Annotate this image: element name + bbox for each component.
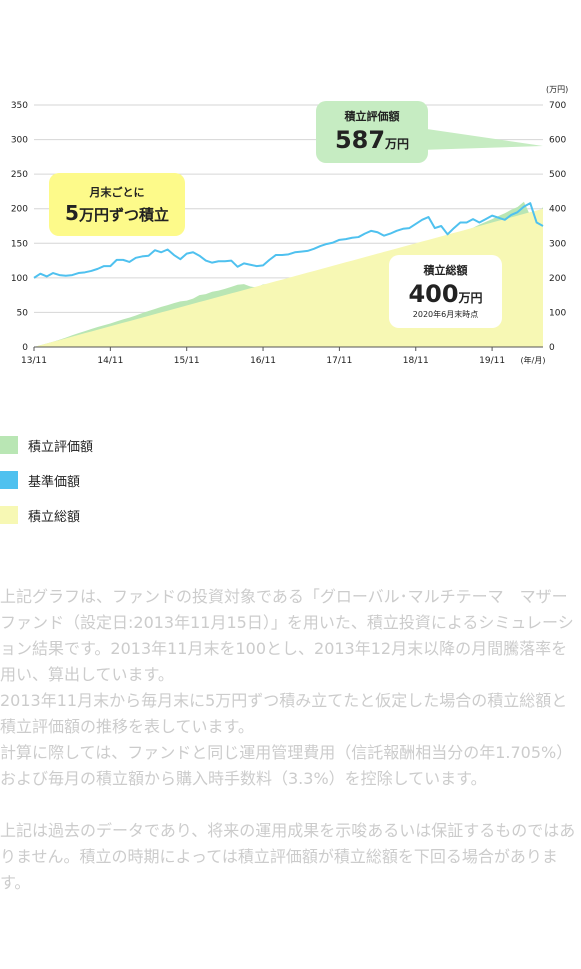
right-axis-tick-label: 400 <box>549 205 566 215</box>
note-disclaimer: 上記は過去のデータであり、将来の運用成果を示唆あるいは保証するものではありません… <box>0 821 576 892</box>
left-axis-tick-label: 250 <box>11 170 28 180</box>
right-axis-tick-label: 600 <box>549 136 566 146</box>
valuation-callout-unit: 万円 <box>385 137 410 151</box>
x-axis-unit-label: (年/月) <box>521 355 546 365</box>
valuation-callout-pointer <box>420 128 543 150</box>
right-axis-tick-label: 100 <box>549 308 566 318</box>
legend-label-total: 積立総額 <box>28 509 81 525</box>
left-axis-tick-label: 200 <box>11 205 28 215</box>
note-assumption: 2013年11月末から毎月末に5万円ずつ積み立てたと仮定した場合の積立総額と積立… <box>0 691 568 736</box>
monthly-contribution-callout: 月末ごとに 5万円ずつ積立 <box>49 173 185 236</box>
x-axis-tick-label: 19/11 <box>479 356 505 366</box>
note-fees: 計算に際しては、ファンドと同じ運用管理費用（信託報酬相当分の年1.705%）およ… <box>0 743 573 788</box>
valuation-callout-label: 積立評価額 <box>344 110 400 123</box>
legend-swatch-total <box>0 506 18 524</box>
legend-item-total: 積立総額 <box>0 506 93 525</box>
left-axis-tick-label: 350 <box>11 101 28 111</box>
x-axis-tick-label: 14/11 <box>97 356 123 366</box>
left-axis-tick-label: 300 <box>11 136 28 146</box>
note-simulation-basis: 上記グラフは、ファンドの投資対象である「グローバル･マルチテーマ マザーファンド… <box>0 587 574 684</box>
chart-lines <box>33 202 544 279</box>
valuation-callout-value: 587 <box>334 126 386 154</box>
total-callout-note: 2020年6月末時点 <box>412 310 479 319</box>
x-axis-tick-label: 17/11 <box>326 356 352 366</box>
right-axis-tick-label: 500 <box>549 170 566 180</box>
legend-swatch-price <box>0 471 18 489</box>
left-axis-tick-label: 100 <box>11 274 28 284</box>
x-axis-tick-label: 16/11 <box>250 356 276 366</box>
footnotes: 上記グラフは、ファンドの投資対象である「グローバル･マルチテーマ マザーファンド… <box>0 584 579 896</box>
legend-item-valuation: 積立評価額 <box>0 436 94 455</box>
right-axis-tick-label: 700 <box>549 101 566 111</box>
left-axis-tick-label: 50 <box>17 308 29 318</box>
monthly-callout-value: 5 <box>65 201 79 225</box>
total-callout-unit: 万円 <box>458 291 483 305</box>
legend-label-valuation: 積立評価額 <box>28 439 94 455</box>
left-axis-tick-label: 150 <box>11 239 28 249</box>
x-axis-tick-label: 15/11 <box>174 356 200 366</box>
series-price-line <box>33 202 544 279</box>
x-axis-tick-label: 18/11 <box>403 356 429 366</box>
legend-label-price: 基準価額 <box>28 474 81 490</box>
valuation-callout: 積立評価額 587万円 <box>316 101 428 163</box>
total-callout-value: 400 <box>408 280 459 308</box>
legend-swatch-valuation <box>0 436 18 454</box>
legend-item-price: 基準価額 <box>0 471 93 490</box>
monthly-callout-unit: 万円ずつ積立 <box>78 206 169 224</box>
chart-axes: 0 50 100 150 200 250 300 350 0 100 200 300 400 500 600… <box>11 85 568 366</box>
left-axis-tick-label: 0 <box>22 343 28 353</box>
right-axis-tick-label: 300 <box>549 239 566 249</box>
right-axis-tick-label: 0 <box>549 343 555 353</box>
total-callout: 積立総額 400万円 2020年6月末時点 <box>389 255 502 328</box>
monthly-callout-line1: 月末ごとに <box>89 186 145 199</box>
legend: 積立評価額 基準価額 積立総額 <box>0 436 93 541</box>
total-callout-label: 積立総額 <box>423 264 468 277</box>
right-axis-unit-label: (万円) <box>546 85 568 94</box>
right-axis-tick-label: 200 <box>549 274 566 284</box>
x-axis-tick-label: 13/11 <box>21 356 47 366</box>
